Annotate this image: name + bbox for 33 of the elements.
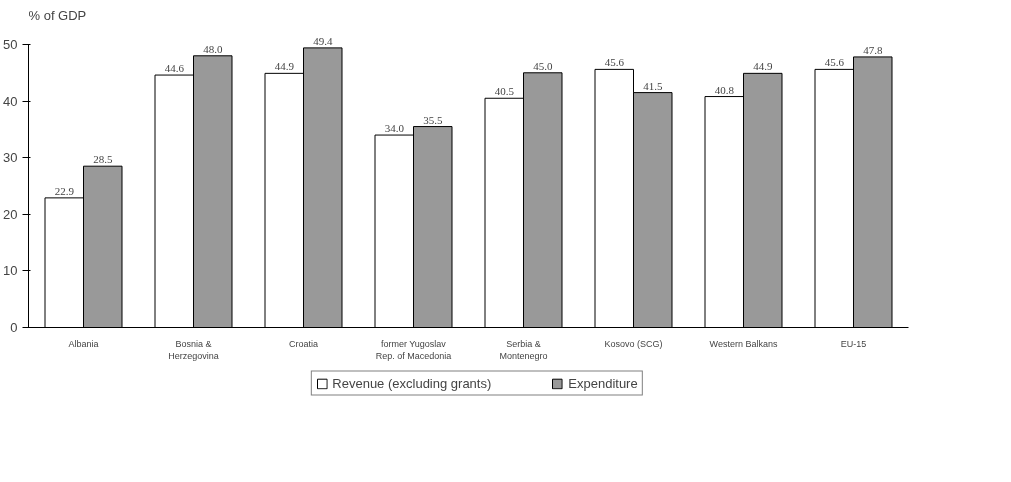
x-tick-label: EU-15 [840,338,867,349]
data-label: 45.6 [824,56,845,69]
data-label: 22.9 [54,184,75,197]
data-label: 41.5 [643,79,663,92]
x-tick-label: former Yugoslav Rep. of Macedonia [375,338,452,361]
data-label: 28.5 [93,153,113,166]
data-label: 44.6 [164,62,185,75]
data-label: 45.6 [604,56,625,69]
x-tick-label: Kosovo (SCG) [604,338,663,349]
data-label: 49.4 [313,34,333,47]
data-label: 45.0 [533,59,553,72]
data-label: 40.8 [714,83,735,96]
y-tick-label: 40 [3,93,18,109]
y-tick-label: 30 [3,150,18,166]
x-tick-label: Croatia [288,338,319,349]
y-tick-label: 0 [10,320,18,335]
data-label: 40.5 [494,85,515,98]
legend-label: Expenditure [568,375,638,391]
y-tick-label: 20 [3,206,18,222]
x-tick-label: Western Balkans [709,338,778,349]
y-tick-label: 10 [3,263,18,279]
data-label: 48.0 [203,42,223,55]
data-label: 47.8 [863,43,883,56]
x-tick-label: Albania [68,338,99,349]
y-tick-label: 50 [3,36,18,52]
y-axis-title: % of GDP [28,7,87,23]
data-label: 35.5 [423,113,443,126]
x-tick-label: Bosnia & Herzegovina [168,338,219,361]
legend-label: Revenue (excluding grants) [332,375,492,391]
data-label: 34.0 [384,122,405,135]
data-label: 44.9 [753,60,773,73]
data-label: 44.9 [274,60,295,73]
x-tick-label: Serbia & Montenegro [499,338,548,361]
